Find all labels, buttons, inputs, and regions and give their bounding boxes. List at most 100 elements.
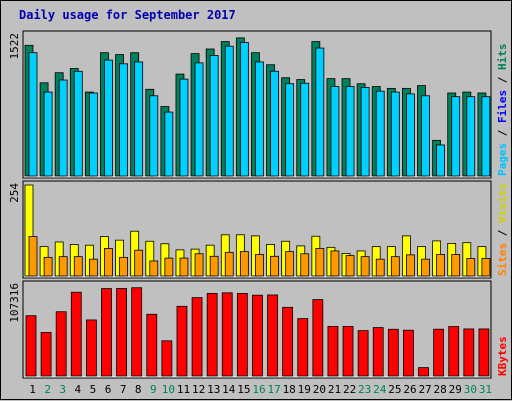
middle-series-label: Sites / Visits	[496, 183, 509, 276]
files-bar	[390, 91, 400, 177]
kbytes-bar	[191, 297, 203, 377]
x-tick-label: 16	[252, 383, 265, 396]
sites-bar	[224, 251, 234, 277]
x-tick-label: 12	[192, 383, 205, 396]
sites-bar	[255, 254, 264, 277]
x-tick-label: 9	[150, 383, 157, 396]
x-tick-label: 13	[207, 383, 220, 396]
kbytes-bar	[357, 330, 369, 377]
top-series-label: Pages / Files / Hits	[496, 44, 509, 177]
sites-bar	[330, 250, 340, 277]
sites-legend-entry: Sites	[496, 243, 509, 276]
files-bar	[255, 61, 264, 177]
bottom-series-label: KBytes	[496, 336, 509, 376]
kbytes-bar	[101, 288, 112, 377]
pages-legend-entry: Pages	[496, 143, 509, 176]
kbytes-bar	[282, 306, 294, 377]
files-bar	[179, 78, 189, 177]
chart-title: Daily usage for September 2017	[19, 8, 236, 22]
sites-bar	[466, 258, 476, 277]
sites-bar	[436, 254, 446, 277]
kbytes-bar	[236, 293, 248, 377]
files-bar	[481, 96, 491, 177]
legend-separator: /	[496, 223, 509, 243]
files-bar	[194, 62, 204, 177]
sites-bar	[451, 254, 461, 277]
files-legend-entry: Files	[496, 90, 509, 123]
kbytes-bar	[297, 318, 309, 377]
sites-bar	[406, 254, 415, 277]
files-bar	[345, 86, 355, 177]
x-tick-label: 25	[388, 383, 401, 396]
sites-bar	[421, 258, 430, 277]
sites-bar	[481, 258, 491, 277]
x-tick-label: 19	[298, 383, 311, 396]
x-tick-label: 2	[44, 383, 51, 396]
sites-bar	[194, 253, 204, 277]
files-bar	[270, 70, 279, 177]
x-tick-label: 23	[358, 383, 371, 396]
kbytes-bar	[55, 311, 67, 377]
sites-bar	[73, 256, 83, 277]
x-tick-label: 24	[373, 383, 387, 396]
x-tick-label: 3	[59, 383, 66, 396]
middle-max-label: 254	[8, 183, 21, 203]
x-tick-label: 20	[313, 383, 326, 396]
kbytes-bar	[312, 299, 324, 377]
kbytes-bar	[161, 340, 173, 377]
kbytes-bar	[221, 292, 233, 377]
files-bar	[149, 95, 159, 177]
kbytes-bar	[463, 328, 475, 377]
files-bar	[360, 87, 370, 177]
kbytes-bar	[342, 325, 354, 377]
sites-bar	[149, 260, 159, 277]
files-bar	[406, 93, 415, 177]
files-bar	[466, 96, 476, 177]
kbytes-bar	[40, 332, 52, 377]
hits-legend-entry: Hits	[496, 44, 509, 71]
files-bar	[134, 61, 144, 177]
x-tick-label: 10	[162, 383, 175, 396]
sites-bar	[315, 248, 325, 277]
kbytes-bar	[176, 305, 188, 377]
legend-separator: /	[496, 123, 509, 143]
kbytes-bar	[252, 294, 263, 377]
sites-bar	[119, 256, 128, 277]
kbytes-bar	[448, 326, 460, 377]
kbytes-bar	[418, 367, 429, 377]
x-tick-label: 11	[177, 383, 190, 396]
sites-bar	[28, 236, 38, 277]
visits-legend-entry: Visits	[496, 183, 509, 223]
sites-bar	[179, 257, 189, 277]
kbytes-bar	[327, 325, 339, 377]
x-tick-label: 7	[120, 383, 127, 396]
sites-bar	[270, 255, 279, 277]
sites-bar	[239, 251, 249, 277]
files-bar	[421, 95, 430, 177]
files-bar	[88, 92, 98, 177]
kbytes-bar	[70, 291, 82, 377]
files-bar	[451, 96, 461, 177]
x-tick-label: 4	[75, 383, 82, 396]
kbytes-bar	[206, 293, 218, 377]
top-max-label: 1522	[8, 33, 21, 60]
legend-separator: /	[496, 70, 509, 90]
bottom-max-label: 107316	[8, 283, 21, 323]
files-bar	[28, 52, 38, 177]
files-bar	[375, 90, 385, 177]
sites-bar	[164, 257, 174, 277]
x-tick-label: 29	[449, 383, 462, 396]
x-tick-label: 18	[283, 383, 296, 396]
kbytes-bar	[131, 287, 143, 377]
kbytes-legend-entry: KBytes	[496, 336, 509, 376]
x-tick-label: 14	[222, 383, 236, 396]
files-bar	[73, 70, 83, 177]
x-tick-label: 5	[90, 383, 97, 396]
x-tick-label: 6	[105, 383, 112, 396]
x-tick-label: 27	[418, 383, 431, 396]
sites-bar	[345, 255, 355, 277]
files-bar	[104, 59, 113, 177]
files-bar	[43, 91, 53, 177]
kbytes-bar	[433, 328, 445, 377]
